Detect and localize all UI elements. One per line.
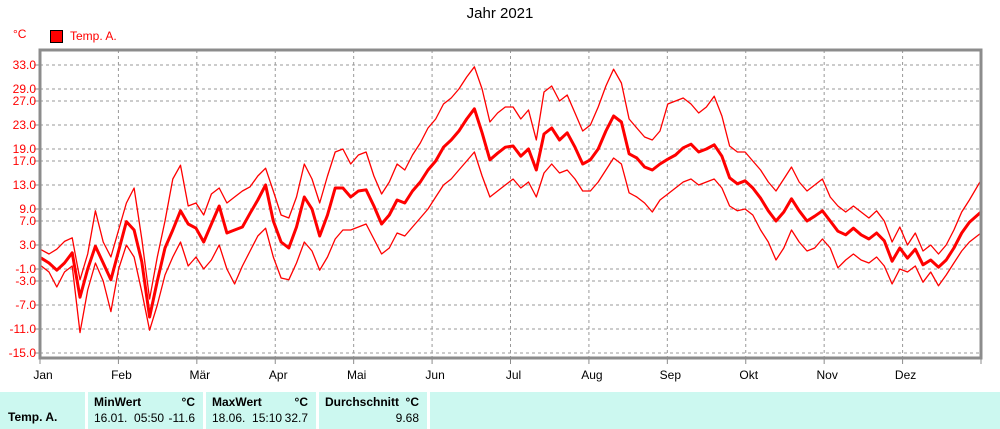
axis-tick-label: Jul [506,368,521,382]
maxwert-value: 32.7 [284,411,308,425]
plot-border [38,48,983,360]
legend-label: Temp. A. [70,29,117,43]
legend: Temp. A. [50,29,117,43]
axis-tick-label: -7.0 [15,298,36,312]
minwert-header: MinWert [94,395,142,409]
y-axis-unit-label: °C [13,27,27,41]
axis-tick-label: -3.0 [15,274,36,288]
axis-tick-label: Apr [269,368,288,382]
legend-swatch-icon [50,29,63,43]
page-title: Jahr 2021 [466,5,534,22]
axis-tick-label: Mai [347,368,366,382]
temperature-line-chart: 33.0 29.027.0 23.0 19.017.0 13.0 9.07.0 3.0 -1.… [9,48,983,382]
axis-tick-label: Nov [816,368,837,382]
table-cell-maxwert: MaxWert °C 18.06. 15:10 32.7 [206,392,319,429]
axis-tick-label: 17.0 [13,154,37,168]
axis-tick-label: Feb [111,368,132,382]
axis-tick-label: 33.0 [13,58,37,72]
table-row-label: Temp. A. [0,392,88,429]
maxwert-header: MaxWert [212,395,262,409]
axis-tick-label: Jun [425,368,444,382]
table-cell-empty [430,392,1000,429]
axis-tick-label: 27.0 [13,94,37,108]
axis-tick-label: 29.0 [13,82,37,96]
maxwert-datetime: 18.06. 15:10 [212,411,283,425]
durchschnitt-header: Durchschnitt [325,395,400,409]
axis-tick-label: Okt [739,368,758,382]
durchschnitt-value: 9.68 [395,411,419,425]
axis-tick-label: 23.0 [13,118,37,132]
axis-tick-label: 3.0 [19,238,36,252]
series-daily-min [40,151,982,334]
durchschnitt-unit: °C [405,395,419,409]
axis-tick-label: Dez [895,368,916,382]
axis-tick-label: 19.0 [13,142,37,156]
axis-tick-label: Sep [660,368,682,382]
axis-tick-label: -15.0 [9,346,37,360]
axis-tick-label: Aug [581,368,602,382]
axis-tick-label: 7.0 [19,214,36,228]
minwert-datetime: 16.01. 05:50 [94,411,165,425]
axis-tick-label: -1.0 [15,262,36,276]
minwert-unit: °C [181,395,195,409]
table-cell-minwert: MinWert °C 16.01. 05:50 -11.6 [88,392,206,429]
maxwert-unit: °C [294,395,308,409]
minwert-value: -11.6 [168,411,195,425]
axis-tick-label: 9.0 [19,202,36,216]
axis-tick-label: Jan [33,368,52,382]
table-cell-durchschnitt: Durchschnitt °C 9.68 [319,392,430,429]
series-daily-max [40,66,982,300]
axis-tick-label: 13.0 [13,178,37,192]
axis-tick-label: -11.0 [10,322,37,336]
summary-table: Temp. A. MinWert °C 16.01. 05:50 -11.6 M… [0,392,1000,429]
axis-tick-label: Mär [189,368,210,382]
series-daily-mean [39,107,983,319]
